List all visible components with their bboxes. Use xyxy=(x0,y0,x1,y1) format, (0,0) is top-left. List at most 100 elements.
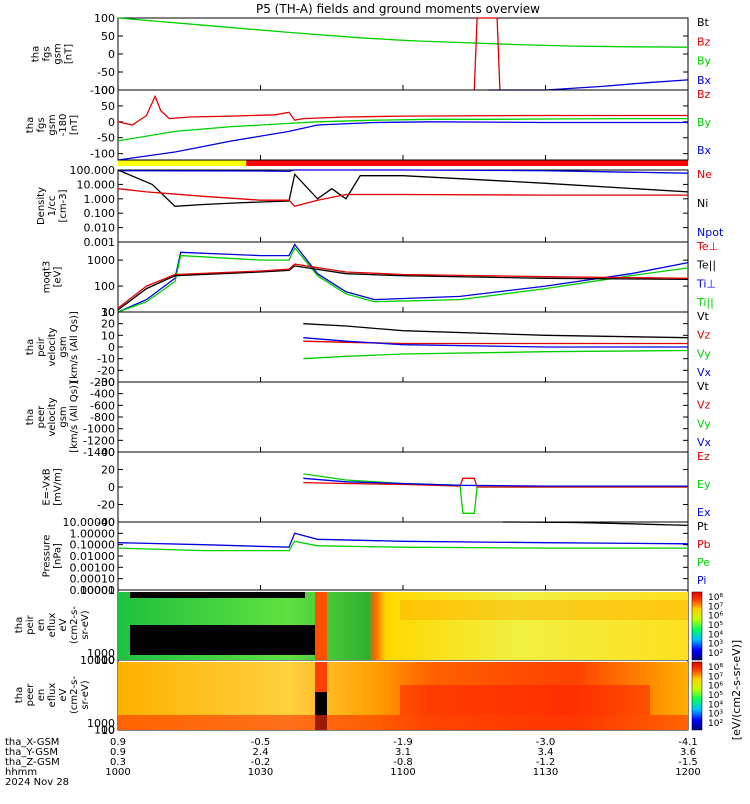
legend-entry: Vt xyxy=(697,380,710,393)
y-tick-label: 10 xyxy=(101,329,115,342)
y-tick-label: 0 xyxy=(108,48,115,61)
y-axis-label: peer xyxy=(36,405,47,429)
series-bz xyxy=(117,94,688,126)
footer-row-value: 2.4 xyxy=(253,747,269,758)
y-axis-label: tha xyxy=(25,409,36,425)
series-pe xyxy=(117,540,688,552)
y-axis-label: fgs xyxy=(36,117,47,132)
y-axis-label: peir xyxy=(25,614,36,634)
footer-row-value: -0.5 xyxy=(251,737,271,748)
legend-entry: By xyxy=(697,55,712,68)
colorbar-tick-label: 10⁶ xyxy=(708,612,723,622)
panel-4: 1000 100 10 moqt3 [eV] Te⊥ Te|| Ti⊥ Ti|| xyxy=(42,240,719,319)
series-vx xyxy=(303,337,688,348)
colorbar xyxy=(691,661,703,731)
y-axis-label: [nT] xyxy=(69,115,80,135)
y-axis-label: Pressure xyxy=(42,535,53,578)
series-pt xyxy=(502,521,689,527)
footer-row-value: 1130 xyxy=(533,767,558,778)
quality-bar-yellow xyxy=(118,160,247,166)
series-ey xyxy=(303,473,688,514)
series-te- xyxy=(117,265,689,311)
legend-entry: Bz xyxy=(697,88,711,101)
y-tick-label: 1000 xyxy=(87,254,115,267)
y-axis-label: sr-eV) xyxy=(80,680,91,709)
y-axis-label: tha xyxy=(14,687,25,703)
y-axis-label: peir xyxy=(36,336,47,356)
y-axis-label: sr-eV) xyxy=(80,610,91,639)
y-axis-label: [km/s (All Qs)] xyxy=(69,311,80,383)
series-bx xyxy=(117,121,688,161)
y-tick-label: -50 xyxy=(97,66,115,79)
y-tick-label: -100 xyxy=(90,84,115,97)
y-axis-label: en xyxy=(36,689,47,702)
legend-entry: Te⊥ xyxy=(696,240,718,253)
colorbar-tick-label: 10⁸ xyxy=(708,663,723,673)
y-tick-label: 10 xyxy=(101,654,115,667)
y-tick-label: 100.000 xyxy=(70,164,116,177)
y-tick-label: -1200 xyxy=(83,434,115,447)
panel-3: 100.00010.000 1.0000.100 0.0100.001 Density… xyxy=(36,164,724,249)
colorbar-tick-label: 10⁵ xyxy=(708,621,723,631)
y-tick-label: 50 xyxy=(101,30,115,43)
y-tick-label: 20 xyxy=(101,318,115,331)
y-axis-label: eV xyxy=(58,618,69,631)
legend-entry: Ez xyxy=(697,450,710,463)
spectrogram-electron xyxy=(118,662,688,730)
panel-1: 100 50 0 -50 -100 tha fgs gsm [nT] Bt Bz By Bx xyxy=(31,12,712,97)
ion-spectrogram-dark-region xyxy=(130,625,315,655)
y-axis-label: eflux xyxy=(47,683,58,708)
panel-7: 40 20 0 -20 -40 E=-VxB [mV/m] Ez Ey Ex xyxy=(42,446,711,529)
y-axis-label: eflux xyxy=(47,613,58,638)
footer-row-value: 1000 xyxy=(105,767,130,778)
y-tick-label: -10 xyxy=(97,353,115,366)
ion-spectrogram-dark-top xyxy=(130,592,305,598)
y-tick-label: -800 xyxy=(90,411,115,424)
panel-6: -200-400-600-800-1000-1200-1400 tha peer ve… xyxy=(25,376,712,459)
y-tick-label: 1000 xyxy=(87,717,115,730)
colorbar-tick-label: 10⁴ xyxy=(708,630,723,640)
y-axis-label: peer xyxy=(25,683,36,707)
y-tick-label: -50 xyxy=(97,132,115,145)
y-tick-label: 30 xyxy=(101,306,115,319)
series-npot xyxy=(117,169,689,174)
series-bz xyxy=(473,17,501,91)
series-ti- xyxy=(117,246,689,313)
y-tick-label: 1.000 xyxy=(84,193,116,206)
footer-row-value: 0.3 xyxy=(110,757,126,768)
legend-entry: Ne xyxy=(697,168,712,181)
legend-entry: Ey xyxy=(697,478,711,491)
legend-entry: Vz xyxy=(697,329,711,342)
ion-spectrogram-high-flux xyxy=(400,600,688,620)
y-axis-label: tha xyxy=(31,46,42,62)
y-tick-label: 1000 xyxy=(87,647,115,660)
y-tick-label: 0.010 xyxy=(84,222,116,235)
y-axis-label: [nPa] xyxy=(53,543,64,569)
series-vz xyxy=(303,340,688,345)
legend-entry: Vt xyxy=(697,310,710,323)
y-axis-label: en xyxy=(36,619,47,632)
y-axis-label: (cm2-s- xyxy=(69,676,80,714)
legend-entry: Pi xyxy=(697,574,706,587)
y-axis-label: gsm xyxy=(53,43,64,64)
y-axis-label: velocity xyxy=(47,397,58,436)
colorbars: 10⁸10⁷10⁶10⁵10⁴10³10²10⁸10⁷10⁶10⁵10⁴10³1… xyxy=(691,591,723,731)
legend-entry: Vz xyxy=(697,399,711,412)
legend-entry: Vy xyxy=(697,417,711,430)
y-tick-label: 20 xyxy=(101,464,115,477)
y-tick-label: 0.10000 xyxy=(70,539,116,552)
footer-row-value: 1100 xyxy=(390,767,415,778)
y-tick-label: -400 xyxy=(90,388,115,401)
quality-bar-red xyxy=(246,160,688,166)
colorbar-tick-label: 10⁷ xyxy=(708,672,723,682)
footer-row-value: -1.5 xyxy=(678,757,698,768)
y-tick-label: -1400 xyxy=(83,446,115,459)
footer-row-label: hhmm xyxy=(5,767,37,778)
y-tick-label: 10 xyxy=(101,724,115,737)
series-bx xyxy=(488,79,689,91)
y-tick-label: 0.00001 xyxy=(70,584,116,597)
electron-spectrogram-peak xyxy=(400,685,650,715)
footer-row-value: 0.9 xyxy=(110,737,126,748)
spectrogram-ion xyxy=(118,592,688,660)
colorbar xyxy=(691,591,703,661)
